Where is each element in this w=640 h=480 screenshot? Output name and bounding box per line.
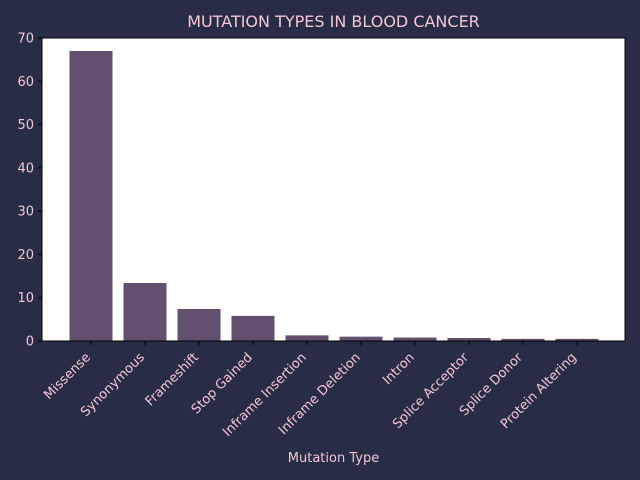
- bar-4: [285, 335, 329, 341]
- y-tick-label-1: 10: [17, 291, 34, 306]
- x-axis-label: Mutation Type: [288, 451, 379, 466]
- bar-5: [339, 336, 383, 341]
- bar-0: [69, 50, 113, 341]
- plot-frame: [41, 37, 626, 342]
- bar-7: [447, 337, 491, 341]
- x-tick-label-6: Intron: [380, 350, 418, 388]
- y-tick-label-5: 50: [17, 118, 34, 133]
- y-tick-label-7: 70: [17, 32, 34, 47]
- bar-8: [501, 338, 545, 341]
- bars-group: [69, 50, 599, 341]
- y-tick-label-3: 30: [17, 205, 34, 220]
- bar-9: [555, 338, 599, 341]
- bar-3: [231, 315, 275, 341]
- bar-2: [177, 308, 221, 341]
- y-tick-label-6: 60: [17, 75, 34, 90]
- y-tick-label-4: 40: [17, 161, 34, 176]
- x-tick-label-2: Frameshift: [143, 350, 202, 409]
- y-axis: 0 10 20 30 40 50 60 70: [17, 32, 42, 350]
- chart-title: MUTATION TYPES IN BLOOD CANCER: [187, 12, 480, 31]
- y-tick-label-2: 20: [17, 248, 34, 263]
- bar-1: [123, 282, 167, 341]
- x-tick-label-0: Missense: [41, 350, 94, 403]
- bar-6: [393, 337, 437, 341]
- y-tick-label-0: 0: [26, 335, 34, 350]
